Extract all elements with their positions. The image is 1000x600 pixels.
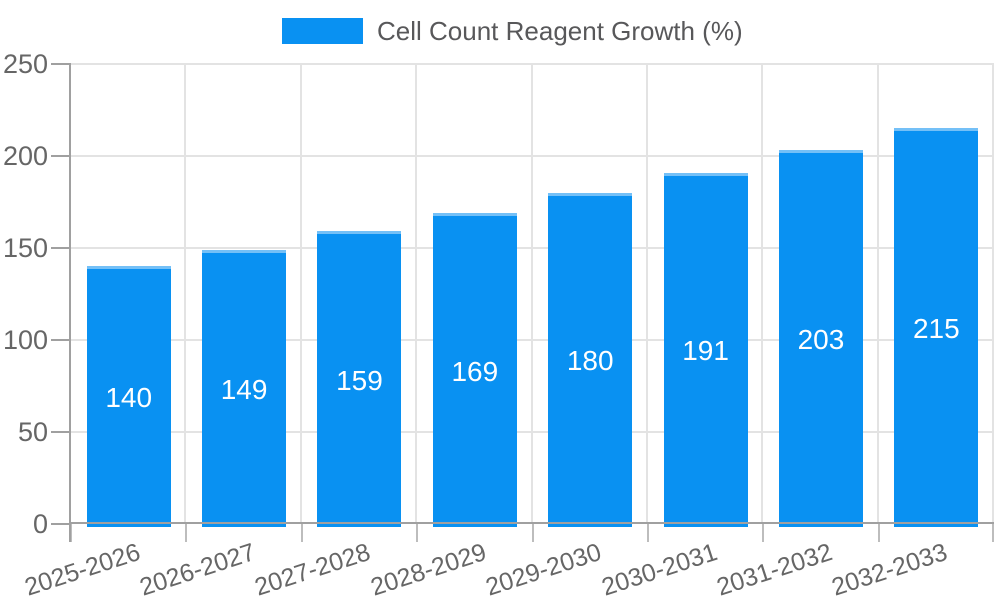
y-axis-line — [69, 64, 71, 542]
v-gridline — [184, 64, 187, 524]
bar-value-label: 215 — [912, 313, 960, 345]
x-axis-tick — [300, 524, 303, 542]
y-axis-tick — [51, 155, 71, 157]
bar-value-label: 191 — [682, 335, 729, 367]
x-category-label: 2032-2033 — [828, 538, 951, 600]
h-gridline — [71, 63, 994, 65]
y-axis-tick — [51, 247, 71, 249]
plot-right-border — [992, 64, 994, 524]
x-axis-tick — [70, 524, 72, 542]
bar-2027-2028: 159 — [317, 231, 402, 527]
x-category-label: 2026-2027 — [136, 538, 259, 600]
bar-value-label: 203 — [797, 324, 845, 356]
x-axis-tick — [185, 524, 188, 542]
y-axis-tick — [51, 431, 71, 433]
bar-value-label: 180 — [566, 345, 614, 377]
x-category-label: 2027-2028 — [251, 538, 375, 600]
y-tick-label: 100 — [2, 325, 48, 355]
bar-2029-2030: 180 — [548, 192, 633, 527]
v-gridline — [645, 64, 648, 524]
x-category-label: 2025-2026 — [20, 538, 144, 600]
y-tick-label: 50 — [17, 417, 48, 447]
bar-2026-2027: 149 — [202, 249, 287, 527]
x-category-label: 2028-2029 — [367, 538, 490, 600]
bar-2031-2032: 203 — [778, 150, 863, 527]
x-category-label: 2030-2031 — [597, 538, 721, 600]
bar-value-label: 159 — [336, 364, 383, 396]
legend-label: Cell Count Reagent Growth (%) — [377, 16, 743, 46]
y-tick-label: 250 — [2, 49, 48, 79]
x-axis-tick — [531, 524, 534, 542]
bar-2028-2029: 169 — [432, 213, 517, 527]
x-axis-tick — [877, 524, 880, 542]
h-gridline — [71, 431, 994, 433]
h-gridline — [71, 247, 994, 249]
x-category-label: 2029-2030 — [482, 538, 605, 600]
bar-value-label: 169 — [451, 355, 499, 387]
x-axis-tick — [992, 524, 994, 542]
y-tick-label: 150 — [2, 233, 48, 263]
y-tick-label: 0 — [32, 509, 48, 539]
v-gridline — [876, 64, 879, 524]
y-axis-tick — [51, 63, 71, 65]
y-tick-label: 200 — [2, 141, 48, 171]
v-gridline — [761, 64, 764, 524]
x-axis-tick — [416, 524, 419, 542]
x-axis-tick — [646, 524, 649, 542]
x-category-label: 2031-2032 — [713, 538, 836, 600]
h-gridline — [71, 339, 994, 341]
bar-2030-2031: 191 — [663, 172, 748, 527]
x-axis-tick — [762, 524, 765, 542]
y-axis-tick — [51, 523, 71, 525]
y-axis-tick — [51, 339, 71, 341]
bar-2025-2026: 140 — [86, 266, 171, 527]
h-gridline — [71, 155, 994, 157]
x-axis-line — [71, 522, 994, 524]
bar-value-label: 149 — [220, 373, 268, 405]
v-gridline — [530, 64, 533, 524]
bar-value-label: 140 — [105, 382, 153, 414]
plot-area: 140 149 159 169 180 191 203 215 — [69, 63, 994, 542]
legend-swatch — [282, 18, 363, 44]
v-gridline — [415, 64, 418, 524]
v-gridline — [299, 64, 302, 524]
bar-2032-2033: 215 — [894, 128, 979, 527]
